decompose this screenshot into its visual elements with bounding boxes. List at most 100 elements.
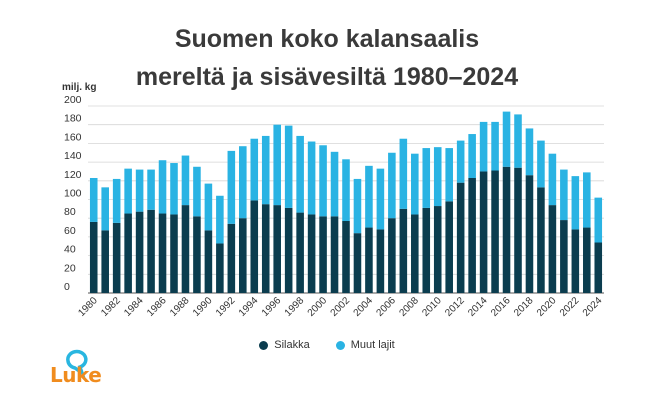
bar-silakka-1991 [216,243,224,293]
bar-silakka-2004 [365,227,373,293]
bar-silakka-2017 [514,167,522,293]
bar-muut-lajit-1987 [170,163,178,215]
bar-muut-lajit-2020 [548,153,557,206]
bar-silakka-2023 [583,227,591,293]
bar-silakka-1993 [239,218,247,293]
bar-silakka-2008 [411,214,419,293]
bar-muut-lajit-2018 [525,128,534,176]
y-tick-label: 60 [64,225,76,237]
x-tick-label: 1988 [168,295,192,319]
x-tick-label: 1994 [237,295,261,319]
y-axis-label: milj. kg [62,82,96,93]
bar-silakka-1990 [204,230,213,293]
bar-silakka-1995 [261,204,270,293]
bar-silakka-2014 [479,171,488,293]
bar-muut-lajit-2024 [594,197,603,243]
x-tick-label: 2014 [466,295,490,319]
bar-silakka-1987 [170,214,178,293]
bar-muut-lajit-1984 [135,169,144,212]
x-tick-label: 2006 [374,295,398,319]
chart-title-line1: Suomen koko kalansaalis [174,25,480,53]
bar-muut-lajit-1996 [273,124,281,206]
bar-muut-lajit-2002 [342,159,350,222]
bar-muut-lajit-2019 [537,140,545,188]
bar-silakka-2010 [433,206,442,293]
legend-swatch [335,340,345,350]
x-tick-label: 1992 [214,295,238,319]
x-tick-label: 2000 [306,295,330,319]
bar-muut-lajit-2008 [411,153,419,215]
bar-muut-lajit-1981 [101,187,109,231]
y-tick-label: 80 [64,206,76,218]
bar-silakka-2002 [342,221,350,293]
bar-silakka-2009 [422,207,431,293]
bar-muut-lajit-2009 [422,148,431,208]
bar-muut-lajit-1994 [250,138,259,201]
x-tick-label: 2012 [443,295,467,319]
y-tick-label: 160 [64,131,82,143]
bar-muut-lajit-1993 [239,146,247,219]
bar-muut-lajit-1983 [124,168,132,214]
bar-muut-lajit-1998 [296,135,304,213]
x-tick-label: 1998 [283,295,307,319]
bar-silakka-1982 [112,222,121,293]
bar-silakka-1984 [135,211,144,293]
x-tick-label: 1982 [99,295,123,319]
bar-silakka-1998 [296,212,304,293]
y-tick-label: 200 [64,94,82,106]
bar-muut-lajit-1985 [147,169,155,210]
x-tick-label: 2008 [397,295,421,319]
bar-muut-lajit-2014 [479,121,488,172]
bar-muut-lajit-2015 [491,121,499,171]
y-tick-label: 0 [64,281,70,293]
legend-label: Muut lajit [350,339,395,351]
x-tick-label: 2004 [352,295,376,319]
bar-silakka-1994 [250,200,259,293]
x-tick-label: 2022 [558,295,582,319]
bar-muut-lajit-2021 [560,169,568,221]
bar-silakka-2019 [537,187,545,293]
x-tick-label: 1984 [122,295,146,319]
bar-silakka-2011 [445,201,453,293]
x-tick-label: 2020 [535,295,559,319]
x-tick-label: 2016 [489,295,513,319]
bar-silakka-2013 [468,177,476,293]
bar-muut-lajit-1997 [284,125,293,208]
bar-muut-lajit-1990 [204,183,213,231]
x-tick-label: 1980 [76,295,100,319]
bar-muut-lajit-2022 [571,176,580,230]
y-tick-label: 20 [64,262,76,274]
bar-silakka-2007 [399,208,408,293]
y-tick-label: 40 [64,244,76,256]
bar-silakka-1981 [101,230,109,293]
bar-silakka-2001 [330,216,339,293]
bar-silakka-1989 [193,216,201,293]
bar-silakka-1986 [158,213,167,293]
x-tick-label: 1986 [145,295,169,319]
bar-muut-lajit-2011 [445,148,453,202]
bar-muut-lajit-1999 [307,141,316,215]
x-tick-label: 2024 [581,295,605,319]
bar-silakka-1988 [181,205,190,293]
bar-muut-lajit-2016 [502,111,511,167]
x-tick-label: 2018 [512,295,536,319]
legend-item: Silakka [259,339,310,351]
y-tick-label: 180 [64,113,82,125]
luke-logo: Luke [50,343,110,389]
bar-silakka-1996 [273,205,281,293]
bar-muut-lajit-1982 [112,178,121,223]
bar-muut-lajit-1986 [158,160,167,214]
bar-silakka-1997 [284,207,293,293]
x-tick-label: 1990 [191,295,215,319]
legend-swatch [259,340,269,350]
bar-muut-lajit-2017 [514,114,522,168]
bar-silakka-1992 [227,223,236,293]
legend-label: Silakka [274,339,310,351]
bar-muut-lajit-2001 [330,151,339,217]
bar-silakka-2020 [548,205,557,293]
bar-muut-lajit-2003 [353,178,362,234]
bar-silakka-2024 [594,242,603,293]
bar-silakka-2016 [502,166,511,293]
bar-silakka-2012 [456,182,465,293]
